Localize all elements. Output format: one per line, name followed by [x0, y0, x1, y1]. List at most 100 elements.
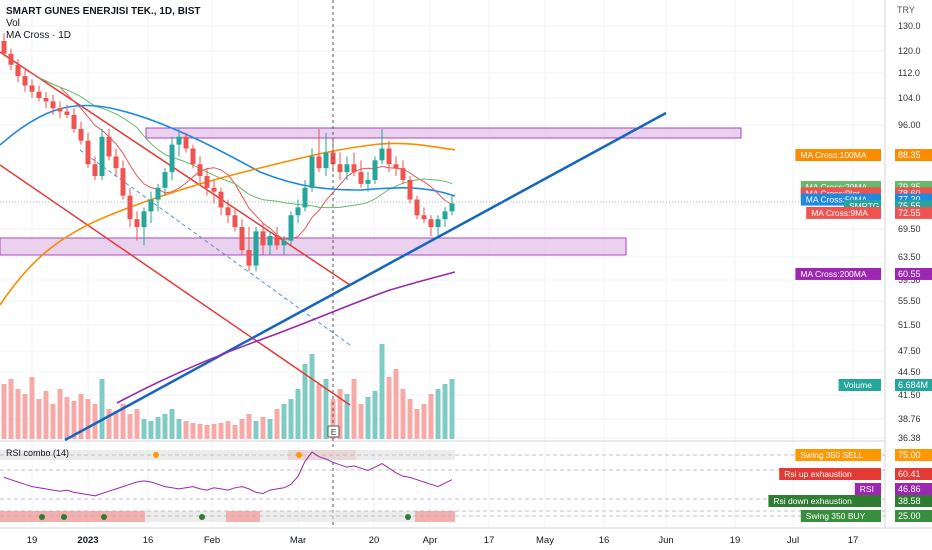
rsi-label-3-value-bg — [895, 495, 932, 507]
volume-bar — [85, 399, 91, 439]
volume-bar — [449, 379, 455, 439]
rsi-signal-dot — [61, 514, 67, 520]
volume-bar — [232, 425, 238, 439]
time-tick-label: 16 — [143, 535, 154, 546]
candle-body — [99, 136, 105, 177]
volume-bar — [330, 399, 336, 439]
moving-averages — [0, 69, 456, 404]
crosshair: E — [0, 0, 885, 528]
candle-body — [225, 207, 231, 216]
candle-body — [442, 211, 448, 220]
volume-bar — [36, 399, 42, 439]
price-tick-label: 47.50 — [898, 346, 921, 356]
candle-body — [64, 111, 70, 115]
price-label-5-tag-bg — [806, 206, 881, 219]
volume-bar — [246, 414, 252, 439]
candle-body — [113, 156, 119, 169]
ma-9-line — [24, 69, 453, 240]
volume-bar — [99, 379, 105, 439]
volume-label-tag-bg — [838, 379, 881, 391]
rsi-signal-dot — [199, 514, 205, 520]
volume-bar — [435, 389, 441, 439]
candle-body — [379, 148, 385, 161]
trend-lines — [0, 51, 667, 442]
candle-body — [414, 199, 420, 216]
volume-bar — [309, 354, 315, 439]
price-tick-label: 130.0 — [898, 21, 921, 31]
candle-body — [449, 203, 455, 212]
volume-bar — [134, 409, 140, 439]
volume-bar — [1, 384, 7, 439]
support-zone — [0, 237, 627, 256]
volume-bar — [253, 421, 259, 439]
candle-body — [197, 164, 203, 177]
volume-bar — [15, 389, 21, 439]
price-label-3-tag-label: MA Cross:50MA — [806, 195, 868, 205]
rsi-signal-dot — [39, 514, 45, 520]
time-axis: 19 2023 16 Feb Mar 20 Apr 17 May 16 Jun 19 Jul 17 — [27, 535, 859, 546]
candle-body — [267, 236, 273, 246]
candle-body — [141, 211, 147, 228]
price-label-4-value: 75.55 — [898, 201, 921, 211]
volume-bar — [281, 404, 287, 439]
candle-body — [204, 176, 210, 188]
candle-body — [169, 144, 175, 173]
price-tick-label: 44.50 — [898, 367, 921, 377]
time-tick-label: 19 — [730, 535, 741, 546]
candle-body — [400, 168, 406, 180]
price-label-5-value: 72.55 — [898, 208, 921, 218]
rsi-label-1-tag-label: Rsi up exhaustion — [784, 469, 852, 479]
rsi-label-4-tag-label: Swing 350 BUY — [806, 511, 866, 521]
price-label-5-tag-label: MA Cross:9MA — [811, 208, 868, 218]
volume-bar — [176, 419, 182, 439]
time-tick-label: Apr — [423, 535, 438, 546]
time-tick-label: 20 — [369, 535, 380, 546]
volume-bar — [197, 424, 203, 439]
chart-title: SMART GUNES ENERJISI TEK., 1D, BIST — [6, 6, 200, 17]
rsi-signal-dot — [296, 452, 302, 458]
volume-bar — [225, 421, 231, 439]
rsi-combo-label: RSI combo (14) — [6, 448, 69, 458]
volume-bar — [43, 391, 49, 439]
price-label-0-tag-bg — [795, 149, 881, 162]
volume-bar — [428, 394, 434, 439]
time-tick-label: 2023 — [77, 535, 98, 546]
price-label-1-value: 79.35 — [898, 182, 921, 192]
rsi-label-2-value-bg — [895, 483, 932, 495]
volume-bar — [414, 409, 420, 439]
volume-bar — [344, 394, 350, 439]
volume-bar — [337, 389, 343, 439]
rsi-line — [3, 451, 453, 497]
candle-body — [302, 187, 308, 208]
volume-bar — [295, 389, 301, 439]
price-label-1-tag-label: MA Cross:20MA — [806, 182, 868, 192]
volume-bar — [421, 404, 427, 439]
candle-body — [92, 164, 98, 177]
candle-body — [50, 101, 56, 109]
candle-body — [372, 160, 378, 180]
rsi-label-1-tag-bg — [779, 468, 881, 480]
price-tick-label: 96.00 — [898, 120, 921, 130]
volume-bar — [442, 384, 448, 439]
channel-lower-line — [0, 164, 351, 406]
volume-bar — [120, 404, 126, 439]
volume-bar — [155, 417, 161, 439]
price-label-6-tag-bg — [795, 267, 881, 280]
candle-body — [337, 164, 343, 173]
volume-bar — [183, 421, 189, 439]
candle-body — [43, 98, 49, 102]
ma-20-line — [38, 77, 453, 209]
candle-body — [190, 148, 196, 165]
price-tick-label: 120.0 — [898, 46, 921, 56]
time-tick-label: Mar — [290, 535, 306, 546]
rsi-label-0-value-bg — [895, 449, 932, 461]
candle-body — [176, 136, 182, 145]
volume-bar — [127, 414, 133, 439]
candle-body — [15, 64, 21, 77]
volume-bar — [106, 409, 112, 439]
volume-bar — [92, 404, 98, 439]
price-label-3-value: 77.20 — [898, 195, 921, 205]
rsi-label-1-value-bg — [895, 468, 932, 480]
rsi-label-2-tag-bg — [854, 483, 881, 495]
